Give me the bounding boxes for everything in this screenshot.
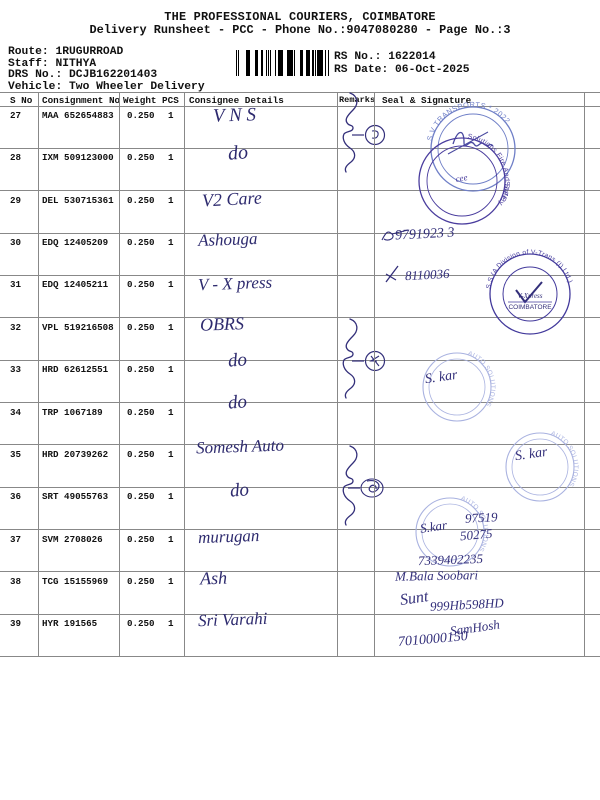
svg-text:SAFE: SAFE — [499, 181, 510, 202]
svg-text:Solutions Fire And Safety: Solutions Fire And Safety — [467, 133, 510, 206]
svg-text:COIMBATORE: COIMBATORE — [508, 304, 552, 311]
svg-text:S.S (A Division of V-Trans (I): S.S (A Division of V-Trans (I) Ltd.) — [485, 249, 573, 289]
svg-text:AUTO SOLUTIONS: AUTO SOLUTIONS — [550, 430, 579, 488]
svg-text:V-Xpress: V-Xpress — [517, 292, 542, 300]
svg-text:cee: cee — [455, 172, 469, 184]
svg-text:AUTO SOLUTIONS: AUTO SOLUTIONS — [467, 350, 496, 408]
